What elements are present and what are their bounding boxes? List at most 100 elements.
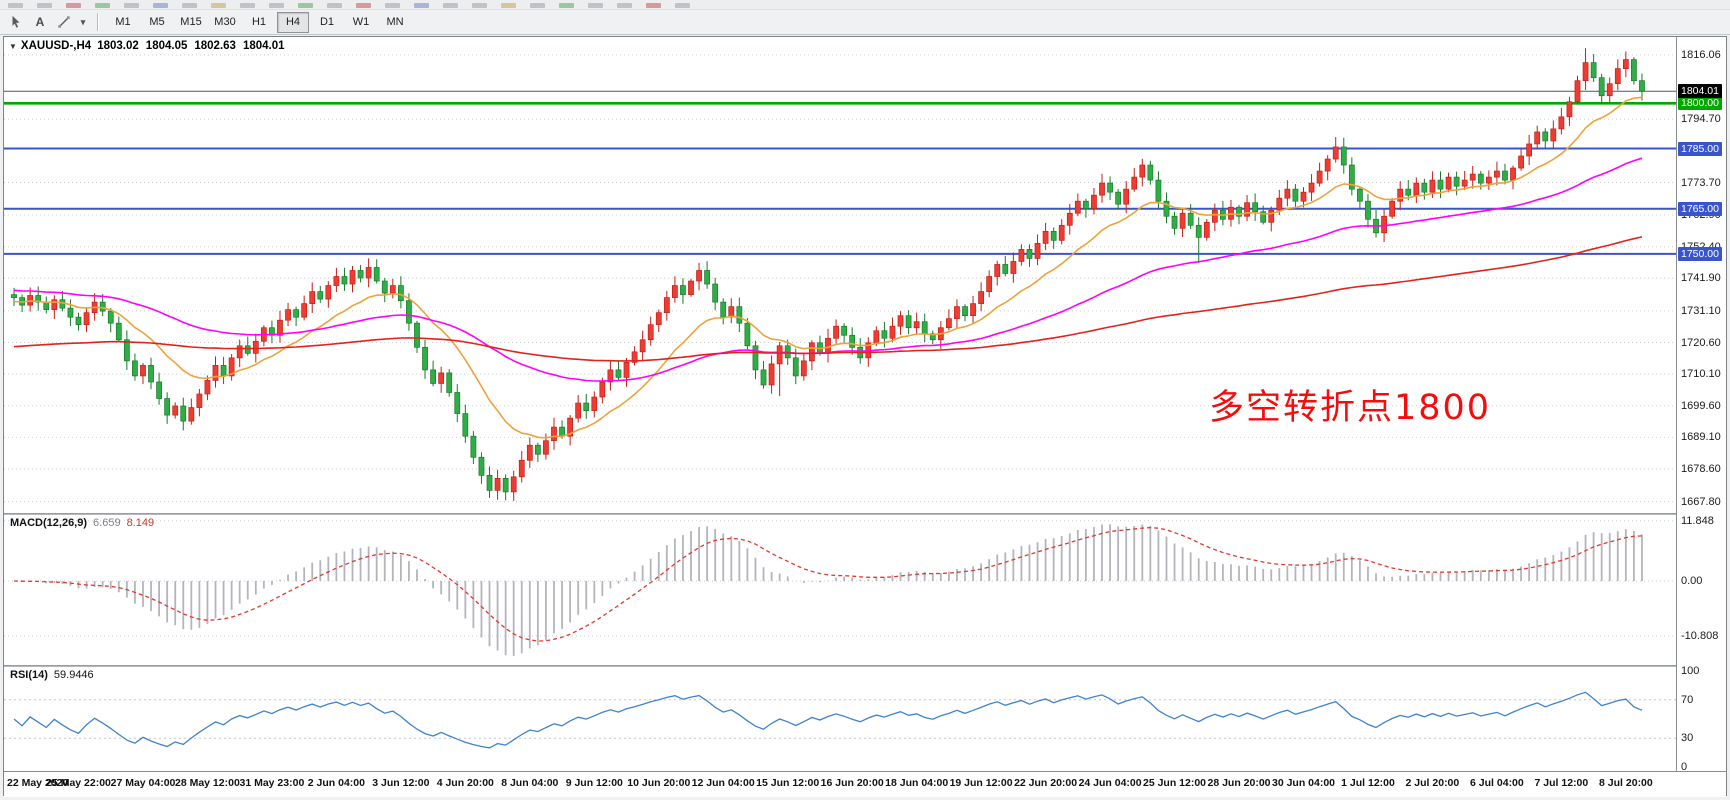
macd-panel: MACD(12,26,9) 6.659 8.149 — [4, 515, 1676, 665]
main-chart-plot[interactable] — [4, 37, 1676, 513]
cropped-toolbar-icon — [153, 3, 168, 8]
macd-title: MACD(12,26,9) 6.659 8.149 — [10, 517, 154, 529]
cropped-toolbar-icon — [37, 3, 52, 8]
rsi-title: RSI(14) 59.9446 — [10, 669, 94, 681]
timeframe-button-m5[interactable]: M5 — [149, 16, 165, 28]
x-axis-label: 10 Jun 20:00 — [627, 777, 691, 789]
time-scale[interactable]: 22 May 2020 25 May 22:00 27 May 04:00 28 Ma… — [4, 771, 1726, 797]
macd-plot[interactable] — [4, 515, 1676, 665]
timeframe-button-row: M1 M5 M15 M30 H1 H4 D1 W1 MN — [106, 11, 412, 33]
cropped-toolbar-icon — [501, 3, 516, 8]
x-axis-label: 8 Jul 20:00 — [1599, 777, 1653, 789]
cropped-toolbar-icon — [385, 3, 400, 8]
x-axis-label: 4 Jun 20:00 — [436, 777, 494, 789]
level-price-label: 1765.00 — [1678, 201, 1722, 216]
shapes-dropdown-icon[interactable]: ▾ — [80, 16, 86, 27]
price-scale[interactable]: 1816.061794.701773.701762.901752.401741.… — [1676, 37, 1726, 774]
cropped-main-toolbar — [0, 0, 1730, 10]
cropped-toolbar-icon — [617, 3, 632, 8]
rsi-axis-label: 0 — [1681, 761, 1688, 774]
cropped-toolbar-icon — [269, 3, 284, 8]
chart-symbol-period: XAUUSD-,H4 — [20, 40, 92, 52]
cropped-toolbar-icon — [327, 3, 342, 8]
cropped-toolbar-icon — [588, 3, 603, 8]
timeframe-button-h4[interactable]: H4 — [277, 11, 309, 33]
rsi-axis-label: 100 — [1681, 664, 1700, 677]
timeframe-button-h1[interactable]: H1 — [251, 16, 267, 28]
cropped-toolbar-icon — [182, 3, 197, 8]
timeframe-button-w1[interactable]: W1 — [352, 16, 370, 28]
x-axis-label: 15 Jun 12:00 — [756, 777, 820, 789]
cropped-toolbar-icon — [8, 3, 23, 8]
cropped-toolbar-icon — [298, 3, 313, 8]
cropped-toolbar-icon — [124, 3, 139, 8]
chart-dropdown-icon[interactable]: ▼ — [9, 41, 17, 51]
toolbar-separator — [97, 13, 99, 31]
cropped-toolbar-icon — [240, 3, 255, 8]
y-axis-label: 1710.10 — [1681, 368, 1721, 381]
x-axis-label: 25 May 22:00 — [46, 777, 111, 789]
cursor-tool-button[interactable] — [5, 12, 27, 32]
panel-divider[interactable] — [4, 665, 1726, 667]
ohlc-open: 1803.02 — [97, 40, 139, 52]
ma-slow-line — [13, 236, 1643, 362]
macd-main-value: 6.659 — [93, 517, 121, 529]
chart-annotation-text[interactable]: 多空转折点1800 — [1209, 388, 1492, 428]
cropped-toolbar-icon — [356, 3, 371, 8]
x-axis-label: 31 May 23:00 — [239, 777, 305, 789]
chart-title: ▼ XAUUSD-,H4 1803.02 1804.05 1802.63 180… — [9, 40, 285, 52]
y-axis-label: 1667.80 — [1681, 495, 1721, 508]
trendline-tool-button[interactable] — [53, 12, 75, 32]
x-axis-label: 7 Jul 12:00 — [1534, 777, 1589, 789]
candlestick-series — [11, 48, 1645, 501]
x-axis-label: 30 Jun 04:00 — [1271, 777, 1336, 789]
x-axis-label: 9 Jun 12:00 — [565, 777, 623, 789]
panel-divider[interactable] — [4, 513, 1726, 515]
cropped-toolbar-icon — [530, 3, 545, 8]
macd-histogram — [21, 524, 1643, 656]
chart-ohlc-readout: 1803.02 1804.05 1802.63 1804.01 — [97, 40, 284, 52]
chart-window: ▼ XAUUSD-,H4 1803.02 1804.05 1802.63 180… — [3, 36, 1727, 797]
level-price-label: 1750.00 — [1678, 246, 1722, 261]
text-tool-button[interactable]: A — [35, 15, 45, 29]
x-axis-label: 3 Jun 12:00 — [372, 777, 430, 789]
x-axis-label: 6 Jul 04:00 — [1470, 777, 1524, 789]
macd-axis-label: -10.808 — [1681, 629, 1719, 642]
timeframe-button-m15[interactable]: M15 — [180, 16, 202, 28]
cropped-toolbar-icon — [211, 3, 226, 8]
rsi-line — [13, 691, 1643, 749]
cropped-toolbar-icon — [646, 3, 661, 8]
ohlc-high: 1804.05 — [145, 40, 188, 52]
macd-signal-value: 8.149 — [126, 517, 155, 529]
x-axis-label: 25 Jun 12:00 — [1142, 777, 1207, 789]
timeframe-button-mn[interactable]: MN — [386, 16, 404, 28]
y-axis-label: 1689.10 — [1681, 431, 1721, 444]
rsi-value: 59.9446 — [53, 669, 94, 681]
y-axis-label: 1794.70 — [1681, 113, 1721, 126]
level-price-label: 1800.00 — [1678, 96, 1722, 111]
ohlc-low: 1802.63 — [194, 40, 236, 52]
x-axis-label: 19 Jun 12:00 — [949, 777, 1013, 789]
x-axis-label: 22 Jun 20:00 — [1014, 777, 1078, 789]
rsi-name: RSI(14) — [10, 669, 48, 681]
x-axis-label: 27 May 04:00 — [110, 777, 176, 789]
timeframe-button-d1[interactable]: D1 — [319, 16, 335, 28]
timeframe-button-m1[interactable]: M1 — [115, 16, 131, 28]
cropped-toolbar-icon — [414, 3, 429, 8]
cropped-toolbar-icon — [559, 3, 574, 8]
x-axis-label: 12 Jun 04:00 — [691, 777, 755, 789]
x-axis-label: 2 Jun 04:00 — [307, 777, 365, 789]
timeframe-button-m30[interactable]: M30 — [214, 16, 236, 28]
cropped-toolbar-icon — [95, 3, 110, 8]
x-axis-label: 28 May 12:00 — [174, 777, 240, 789]
y-axis-label: 1720.60 — [1681, 336, 1721, 349]
cropped-toolbar-icon — [443, 3, 458, 8]
x-axis-label: 28 Jun 20:00 — [1207, 777, 1271, 789]
cropped-toolbar-icon — [66, 3, 81, 8]
x-axis-label: 18 Jun 04:00 — [885, 777, 949, 789]
current-price-label: 1804.01 — [1678, 84, 1722, 99]
y-axis-label: 1731.10 — [1681, 304, 1721, 317]
y-axis-label: 1816.06 — [1681, 48, 1721, 61]
rsi-panel: RSI(14) 59.9446 — [4, 667, 1676, 771]
rsi-plot[interactable] — [4, 667, 1676, 771]
